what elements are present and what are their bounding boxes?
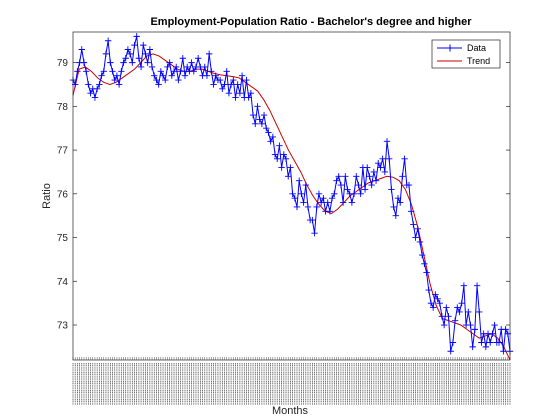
y-tick-label: 75	[57, 233, 69, 244]
y-tick-label: 79	[57, 58, 69, 69]
y-axis-label: Ratio	[41, 183, 53, 209]
legend-data-label: Data	[467, 43, 486, 53]
x-axis-label: Months	[272, 405, 309, 417]
plot-area	[73, 32, 510, 360]
chart-title: Employment-Population Ratio - Bachelor's…	[150, 16, 472, 28]
y-tick-label: 73	[57, 321, 69, 332]
legend: Data Trend	[432, 40, 500, 68]
legend-trend-label: Trend	[467, 56, 490, 66]
y-tick-label: 74	[57, 277, 69, 288]
y-tick-label: 78	[57, 102, 69, 113]
y-tick-label: 77	[57, 146, 69, 157]
y-tick-label: 76	[57, 189, 69, 200]
